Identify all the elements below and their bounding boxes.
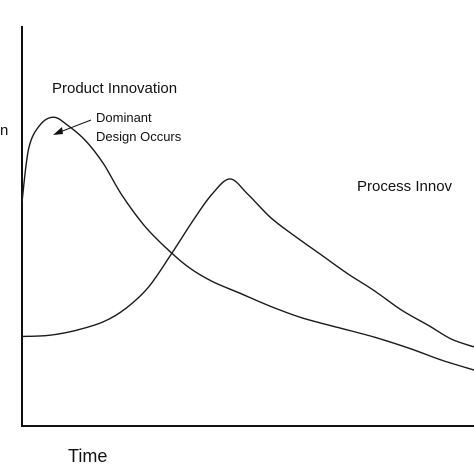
annotation-product-innovation: Product Innovation bbox=[52, 80, 177, 97]
series-line-product-innovation bbox=[21, 116, 474, 371]
x-axis-label: Time bbox=[68, 446, 107, 466]
annotation-process-innovation: Process Innov bbox=[357, 178, 453, 195]
y-axis-label-fragment: n bbox=[0, 122, 8, 139]
annotation-dominant-design-line2: Design Occurs bbox=[96, 129, 182, 144]
series-line-process-innovation bbox=[21, 178, 474, 348]
annotation-dominant-design-line1: Dominant bbox=[96, 110, 152, 125]
series-layer bbox=[21, 116, 474, 371]
dominant-design-arrowhead bbox=[53, 127, 63, 135]
dominant-design-pointer-line bbox=[59, 119, 92, 133]
